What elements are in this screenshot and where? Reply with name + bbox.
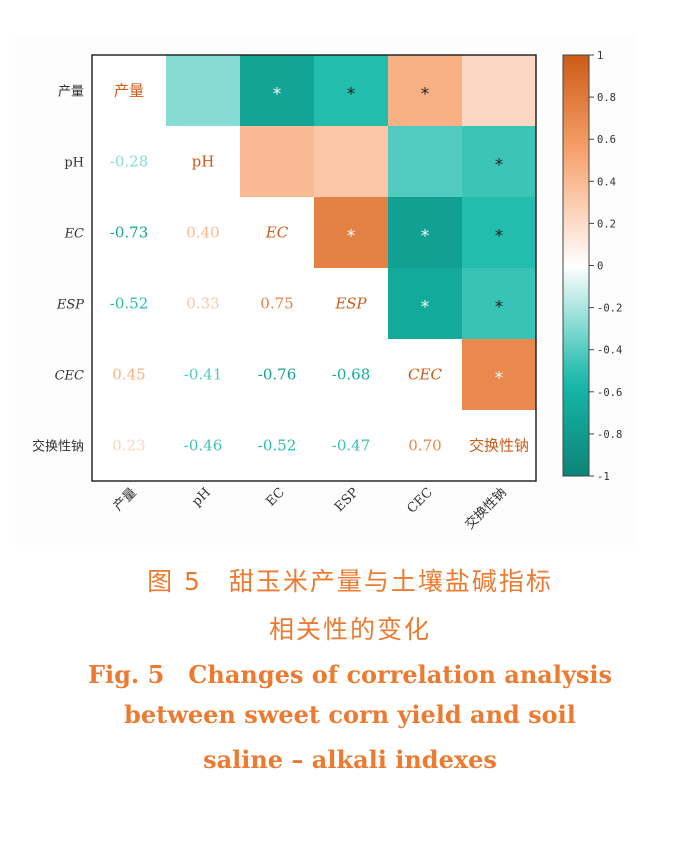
correlation-value: 0.40 bbox=[186, 224, 219, 242]
heatmap-lower-cell bbox=[388, 410, 462, 481]
correlation-value: -0.68 bbox=[332, 366, 370, 384]
figure-panel: 产量 * * * -0.28 pH * -0.73 0.40 EC * * * -0.52 0.33 0.75… bbox=[15, 35, 637, 545]
diagonal-label: 产量 bbox=[114, 82, 144, 100]
diagonal-cell bbox=[462, 410, 536, 481]
heatmap-lower-cell bbox=[240, 410, 314, 481]
diagonal-cell bbox=[314, 268, 388, 339]
significance-marker: * bbox=[421, 85, 430, 105]
y-tick-label: ESP bbox=[56, 298, 84, 313]
heatmap-cell bbox=[462, 339, 536, 410]
heatmap-lower-cell bbox=[92, 410, 166, 481]
caption-en-line1: Fig. 5 Changes of correlation analysis bbox=[87, 660, 613, 689]
colorbar-tick-label: 0 bbox=[597, 261, 603, 273]
y-tick-label: pH bbox=[64, 156, 84, 171]
significance-marker: * bbox=[495, 156, 504, 176]
correlation-value: -0.73 bbox=[110, 224, 148, 242]
colorbar-tick-label: 0.6 bbox=[597, 134, 616, 146]
heatmap-cell bbox=[240, 126, 314, 197]
significance-marker: * bbox=[421, 227, 430, 247]
significance-marker: * bbox=[495, 227, 504, 247]
significance-marker: * bbox=[421, 298, 430, 318]
y-tick-label: CEC bbox=[55, 369, 84, 384]
y-tick-label: 交换性钠 bbox=[32, 439, 84, 455]
correlation-value: 0.70 bbox=[408, 437, 441, 455]
caption-en-line2: between sweet corn yield and soil bbox=[124, 700, 576, 729]
correlation-value: -0.52 bbox=[110, 295, 148, 313]
diagonal-label: 交换性钠 bbox=[469, 437, 529, 455]
x-tick-label: ESP bbox=[332, 485, 362, 515]
heatmap-lower-cell bbox=[166, 410, 240, 481]
correlation-value: -0.52 bbox=[258, 437, 296, 455]
heatmap-lower-cell bbox=[92, 268, 166, 339]
diagonal-cell bbox=[240, 197, 314, 268]
x-tick-label: CEC bbox=[404, 485, 435, 516]
colorbar-tick-label: -0.4 bbox=[597, 345, 622, 357]
correlation-value: -0.46 bbox=[184, 437, 222, 455]
heatmap-cell bbox=[462, 126, 536, 197]
correlation-value: -0.47 bbox=[332, 437, 370, 455]
heatmap-lower-cell bbox=[314, 410, 388, 481]
heatmap-cell bbox=[314, 197, 388, 268]
heatmap-cell bbox=[462, 55, 536, 126]
heatmap-cell bbox=[240, 55, 314, 126]
colorbar-tick-label: -0.8 bbox=[597, 429, 622, 441]
heatmap-cell bbox=[388, 126, 462, 197]
significance-marker: * bbox=[495, 298, 504, 318]
heatmap-frame bbox=[91, 54, 537, 482]
caption-en-line3: saline – alkali indexes bbox=[203, 745, 497, 774]
heatmap-lower-cell bbox=[166, 339, 240, 410]
correlation-value: 0.75 bbox=[260, 295, 293, 313]
diagonal-label: CEC bbox=[408, 366, 442, 384]
correlation-value: -0.76 bbox=[258, 366, 296, 384]
diagonal-cell bbox=[388, 339, 462, 410]
heatmap-cell bbox=[462, 268, 536, 339]
heatmap-cell bbox=[166, 55, 240, 126]
heatmap-lower-cell bbox=[240, 339, 314, 410]
significance-marker: * bbox=[273, 85, 282, 105]
colorbar bbox=[562, 54, 590, 477]
x-tick-label: 交换性钠 bbox=[462, 485, 510, 533]
heatmap-lower-cell bbox=[166, 197, 240, 268]
diagonal-label: ESP bbox=[334, 295, 367, 313]
x-tick-label: EC bbox=[263, 485, 287, 509]
heatmap-cell bbox=[388, 268, 462, 339]
heatmap-cell bbox=[388, 55, 462, 126]
significance-marker: * bbox=[495, 369, 504, 389]
diagonal-label: pH bbox=[192, 153, 215, 171]
heatmap-lower-cell bbox=[92, 339, 166, 410]
y-tick-label: EC bbox=[64, 227, 84, 242]
correlation-value: 0.23 bbox=[112, 437, 145, 455]
heatmap-cell bbox=[462, 197, 536, 268]
correlation-heatmap: 产量 * * *-0.28 pH *-0.73 0.40 EC * * *-0.52 0.33 0.75… bbox=[32, 50, 622, 533]
colorbar-tick-label: -0.6 bbox=[597, 387, 622, 399]
correlation-value: -0.41 bbox=[184, 366, 222, 384]
colorbar-tick-label: 0.8 bbox=[597, 92, 616, 104]
y-tick-label: 产量 bbox=[58, 85, 84, 100]
colorbar-tick-label: -0.2 bbox=[597, 303, 622, 315]
x-tick-label: 产量 bbox=[111, 485, 140, 514]
x-tick-label: pH bbox=[189, 485, 214, 510]
caption-cn-line2: 相关性的变化 bbox=[268, 615, 431, 644]
diagonal-label: EC bbox=[265, 224, 289, 242]
diagonal-cell bbox=[166, 126, 240, 197]
colorbar-tick-label: 1 bbox=[597, 50, 603, 62]
heatmap-lower-cell bbox=[92, 126, 166, 197]
heatmap-cell bbox=[388, 197, 462, 268]
heatmap-lower-cell bbox=[166, 268, 240, 339]
heatmap-lower-cell bbox=[240, 268, 314, 339]
colorbar-tick-label: 0.4 bbox=[597, 176, 616, 188]
caption-cn-line1: 图 5 甜玉米产量与土壤盐碱指标 bbox=[147, 567, 553, 596]
colorbar-tick-label: -1 bbox=[597, 471, 610, 483]
correlation-value: -0.28 bbox=[110, 153, 148, 171]
heatmap-lower-cell bbox=[92, 197, 166, 268]
correlation-value: 0.45 bbox=[112, 366, 145, 384]
heatmap-cell bbox=[314, 55, 388, 126]
diagonal-cell bbox=[92, 55, 166, 126]
heatmap-lower-cell bbox=[314, 339, 388, 410]
correlation-value: 0.33 bbox=[186, 295, 219, 313]
significance-marker: * bbox=[347, 227, 356, 247]
heatmap-cell bbox=[314, 126, 388, 197]
significance-marker: * bbox=[347, 85, 356, 105]
colorbar-tick-label: 0.2 bbox=[597, 218, 616, 230]
